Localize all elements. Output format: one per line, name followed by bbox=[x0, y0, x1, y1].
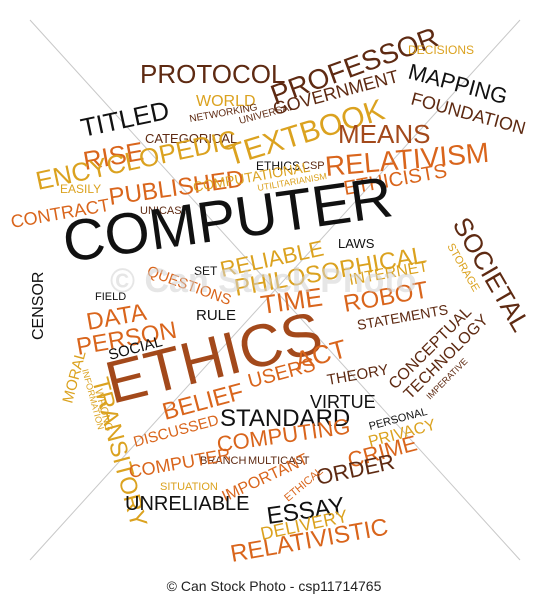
word-rule: RULE bbox=[196, 307, 236, 324]
word-unreliable: UNRELIABLE bbox=[125, 493, 250, 515]
word-unicast: UNICAST bbox=[140, 205, 189, 217]
word-easily: EASILY bbox=[60, 182, 101, 196]
word-protocol: PROTOCOL bbox=[140, 59, 285, 89]
word-world: WORLD bbox=[196, 93, 256, 110]
word-csp: CSP bbox=[302, 160, 325, 172]
word-ethics-small: ETHICS bbox=[256, 159, 300, 173]
word-situation: SITUATION bbox=[160, 481, 218, 493]
word-virtue: VIRTUE bbox=[310, 392, 376, 412]
word-branch: BRANCH bbox=[200, 455, 247, 467]
word-computer-small: COMPUTER bbox=[127, 444, 232, 482]
photo-credit: © Can Stock Photo - csp11714765 bbox=[0, 572, 548, 600]
word-set: SET bbox=[194, 264, 218, 278]
word-standard: STANDARD bbox=[220, 405, 350, 432]
word-means: MEANS bbox=[338, 119, 430, 149]
word-decisions: DECISIONS bbox=[408, 43, 474, 57]
word-field: FIELD bbox=[95, 291, 126, 303]
watermark-lines bbox=[29, 19, 521, 561]
word-censor: CENSOR bbox=[30, 272, 47, 340]
word-laws: LAWS bbox=[338, 236, 375, 251]
photo-credit-text: © Can Stock Photo - csp11714765 bbox=[166, 578, 382, 594]
word-multicast: MULTICAST bbox=[248, 455, 310, 467]
word-categorical: CATEGORICAL bbox=[145, 131, 237, 146]
watermark-text: © Can Stock Photo bbox=[110, 262, 417, 300]
